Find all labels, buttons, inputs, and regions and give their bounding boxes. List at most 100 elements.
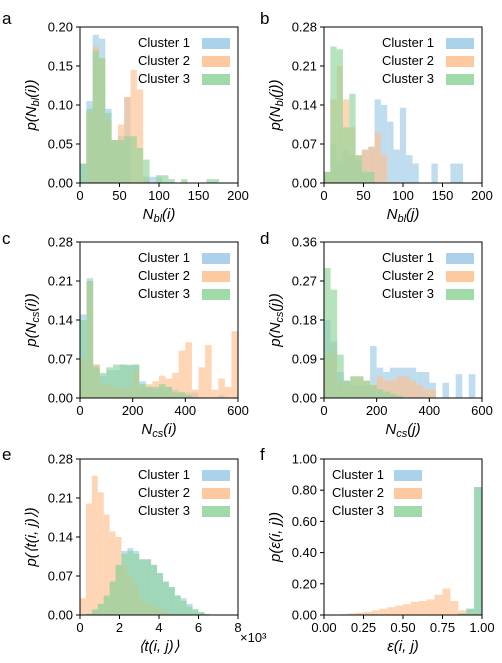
bar-cluster-1: [468, 374, 476, 398]
bar-cluster-1: [442, 382, 450, 398]
bar-cluster-2: [434, 594, 443, 615]
panel-f: 0.00 0.25 0.50 0.75 1.00 0.00 0.20 0.40 0.60 0.80…: [260, 445, 495, 655]
bar-cluster-3: [99, 372, 107, 398]
bar-cluster-1: [370, 346, 377, 398]
x-tick-label: 1.00: [469, 620, 494, 635]
y-tick-label: 0.07: [48, 352, 73, 367]
bar-cluster-2: [383, 380, 390, 398]
bar-cluster-3: [178, 392, 186, 398]
legend-swatch-cluster-2: [202, 271, 230, 282]
bar-cluster-2: [379, 608, 388, 615]
x-tick-label: 0: [76, 403, 83, 418]
bar-cluster-3: [212, 179, 220, 183]
bars: [80, 278, 238, 398]
legend-label-cluster-3: Cluster 3: [138, 71, 190, 86]
bar-cluster-3: [342, 127, 350, 183]
x-axis-label: ⟨t(i, j)⟩: [139, 638, 180, 655]
bar-cluster-1: [399, 107, 407, 183]
bar-cluster-3: [336, 49, 343, 183]
bar-cluster-3: [86, 108, 93, 183]
y-tick-label: 0.15: [48, 59, 73, 74]
bar-cluster-3: [363, 380, 371, 398]
bar-cluster-3: [103, 595, 110, 615]
y-tick-label: 1.00: [292, 452, 317, 467]
bar-cluster-3: [132, 364, 140, 398]
bar-cluster-3: [159, 384, 166, 398]
y-tick-label: 0.10: [48, 98, 73, 113]
y-tick-label: 0.40: [292, 545, 317, 560]
x-tick-label: 100: [148, 188, 170, 203]
y-tick-label: 0.21: [48, 491, 73, 506]
bar-cluster-1: [456, 163, 464, 183]
bar-cluster-3: [98, 58, 106, 183]
bar-cluster-3: [124, 136, 131, 183]
bar-cluster-2: [389, 380, 397, 398]
legend-swatch-cluster-3: [446, 74, 474, 85]
bars: [324, 268, 476, 398]
y-axis-label: p(⟨t(i, j)⟩): [23, 507, 40, 567]
legend-swatch-cluster-2: [202, 488, 230, 499]
legend-label-cluster-2: Cluster 2: [138, 268, 190, 283]
bar-cluster-2: [458, 610, 467, 615]
bar-cluster-2: [347, 613, 356, 615]
legend: Cluster 1 Cluster 2 Cluster 3: [138, 467, 230, 518]
bar-cluster-3: [324, 171, 331, 183]
axes-frame: [323, 458, 483, 616]
bar-cluster-2: [450, 600, 459, 615]
bar-cluster-2: [361, 149, 369, 183]
x-tick-label: 200: [471, 188, 493, 203]
legend-swatch-cluster-3: [202, 289, 230, 300]
bar-cluster-2: [136, 89, 144, 183]
bar-cluster-3: [92, 50, 99, 183]
bar-cluster-3: [165, 386, 173, 398]
legend: Cluster 1 Cluster 2 Cluster 3: [382, 250, 474, 301]
legend-swatch-cluster-2: [394, 488, 422, 499]
x-tick-label: 0.50: [390, 620, 415, 635]
bar-cluster-3: [206, 179, 213, 183]
legend-swatch-cluster-3: [394, 506, 422, 517]
y-tick-label: 0.14: [48, 530, 73, 545]
x-tick-label: 0: [320, 403, 327, 418]
y-axis-label: p(Nbl(i)): [23, 79, 42, 131]
bar-cluster-2: [224, 386, 232, 398]
bar-cluster-3: [86, 281, 94, 398]
y-axis-label: p(Ncs(j)): [267, 293, 286, 348]
legend-label-cluster-2: Cluster 2: [138, 485, 190, 500]
bar-cluster-3: [162, 581, 169, 615]
bar-cluster-3: [396, 395, 403, 398]
x-tick-label: 400: [418, 403, 440, 418]
bar-cluster-2: [191, 389, 199, 398]
bar-cluster-3: [198, 612, 205, 615]
bar-cluster-2: [185, 342, 192, 398]
x-tick-label: 0.00: [311, 620, 336, 635]
panel-b: 0 50 100 150 200 0.00 0.07 0.14 0.21 0.28 b Nbl(j) p…: [260, 9, 493, 225]
x-tick-label: 100: [392, 188, 414, 203]
legend-label-cluster-1: Cluster 1: [382, 250, 434, 265]
legend-swatch-cluster-1: [394, 470, 422, 481]
y-tick-label: 0.20: [292, 576, 317, 591]
x-tick-label: 0.25: [351, 620, 376, 635]
panel-e: 0 2 4 6 8 0.00 0.07 0.14 0.21 0.28 e ⟨t(i, j)⟩ p(⟨t(…: [2, 445, 267, 655]
bar-cluster-2: [403, 376, 410, 398]
x-tick-label: 2: [116, 620, 123, 635]
y-tick-label: 0.28: [292, 20, 317, 35]
bar-cluster-2: [172, 372, 179, 398]
bar-cluster-3: [330, 46, 337, 183]
legend-swatch-cluster-2: [446, 271, 474, 282]
bar-cluster-3: [361, 171, 369, 183]
legend-label-cluster-1: Cluster 1: [138, 35, 190, 50]
x-tick-label: 0: [76, 620, 83, 635]
bar-cluster-3: [337, 354, 344, 398]
x-tick-label: 400: [174, 403, 196, 418]
bar-cluster-3: [145, 559, 152, 615]
bar-cluster-1: [406, 155, 413, 183]
bar-cluster-2: [371, 610, 380, 615]
y-tick-label: 0.36: [292, 235, 317, 250]
bar-cluster-3: [155, 175, 163, 183]
legend-label-cluster-2: Cluster 2: [138, 53, 190, 68]
bar-cluster-3: [376, 389, 384, 398]
bar-cluster-2: [426, 599, 435, 615]
bar-cluster-2: [368, 146, 375, 183]
x-tick-label: 0.75: [430, 620, 455, 635]
bar-cluster-3: [151, 564, 158, 615]
